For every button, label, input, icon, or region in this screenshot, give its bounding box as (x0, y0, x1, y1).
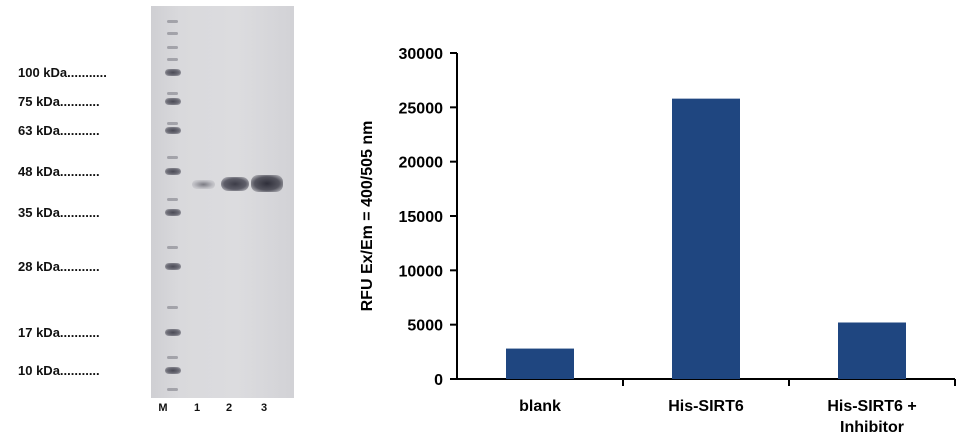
marker-label: 35 kDa........... (18, 205, 100, 220)
bar-his-sirt6 (672, 98, 740, 379)
ladder-smear (167, 122, 178, 125)
ladder-smear (167, 306, 178, 309)
gel-image (151, 6, 294, 398)
y-tick-label: 30000 (399, 46, 444, 63)
y-tick-label: 0 (434, 372, 443, 389)
bar-his-sirt6-inhibitor (838, 322, 906, 379)
sample-band-lane-1 (192, 180, 215, 189)
y-axis: 0 5000 10000 15000 20000 25000 30000 (399, 46, 458, 389)
sds-page-gel-panel: 100 kDa........... 75 kDa........... 63 kD… (0, 0, 300, 440)
y-tick-label: 10000 (399, 263, 444, 280)
sample-band-lane-3 (251, 175, 283, 192)
ladder-band (165, 209, 181, 216)
lane-label: 1 (193, 402, 201, 414)
x-category-label: His-SIRT6 + Inhibitor (827, 398, 916, 436)
ladder-band (165, 98, 181, 105)
bars (506, 98, 906, 379)
y-axis-title: RFU Ex/Em = 400/505 nm (359, 121, 376, 312)
ladder-band (165, 69, 181, 76)
bar-blank (506, 348, 574, 379)
ladder-smear (167, 58, 178, 61)
marker-label: 63 kDa........... (18, 123, 100, 138)
ladder-band (165, 367, 181, 374)
ladder-smear (167, 156, 178, 159)
ladder-smear (167, 388, 178, 391)
ladder-smear (167, 198, 178, 201)
lane-label: 3 (260, 402, 268, 414)
marker-label: 100 kDa........... (18, 65, 107, 80)
y-tick-label: 15000 (399, 209, 444, 226)
marker-label: 10 kDa........... (18, 363, 100, 378)
ladder-smear (167, 356, 178, 359)
ladder-band (165, 329, 181, 336)
marker-label: 28 kDa........... (18, 259, 100, 274)
lane-label: 2 (225, 402, 233, 414)
marker-label: 48 kDa........... (18, 164, 100, 179)
x-category-label: blank (519, 398, 561, 415)
ladder-smear (167, 246, 178, 249)
ladder-band (165, 263, 181, 270)
lane-label: M (158, 402, 168, 414)
ladder-smear (167, 32, 178, 35)
marker-label: 17 kDa........... (18, 325, 100, 340)
y-tick-label: 25000 (399, 100, 444, 117)
ladder-band (165, 168, 181, 175)
ladder-smear (167, 92, 178, 95)
sample-band-lane-2 (221, 177, 249, 191)
y-tick-label: 20000 (399, 155, 444, 172)
ladder-band (165, 127, 181, 134)
x-axis: blank His-SIRT6 His-SIRT6 + Inhibitor (456, 378, 956, 436)
ladder-smear (167, 46, 178, 49)
bar-chart: 0 5000 10000 15000 20000 25000 30000 blank His-… (359, 46, 956, 436)
ladder-smear (167, 20, 178, 23)
y-tick-label: 5000 (407, 318, 443, 335)
marker-label: 75 kDa........... (18, 94, 100, 109)
x-category-label: His-SIRT6 (668, 398, 744, 415)
